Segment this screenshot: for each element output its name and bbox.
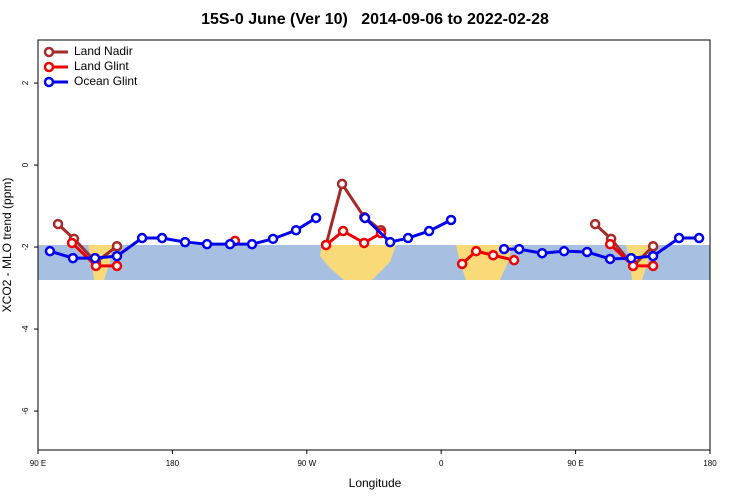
- x-tick-label: 0: [439, 459, 444, 468]
- point: [89, 252, 101, 264]
- point: [536, 247, 548, 259]
- point: [359, 212, 371, 224]
- point: [456, 258, 468, 270]
- point: [67, 252, 79, 264]
- point: [336, 178, 348, 190]
- x-tick-label: 90 W: [297, 459, 316, 468]
- point: [604, 253, 616, 265]
- point: [290, 224, 302, 236]
- point: [487, 250, 499, 261]
- point: [66, 237, 78, 249]
- legend-marker: [43, 76, 55, 88]
- point: [111, 260, 123, 272]
- point: [44, 245, 56, 257]
- x-axis-label: Longitude: [349, 476, 402, 490]
- legend-label: Land Nadir: [74, 44, 133, 58]
- point: [246, 238, 258, 250]
- point: [673, 232, 685, 244]
- point: [111, 240, 123, 252]
- point: [558, 245, 570, 257]
- point: [224, 238, 236, 250]
- point: [604, 238, 616, 250]
- point: [111, 250, 123, 262]
- y-axis-label: XCO2 - MLO trend (ppm): [0, 178, 14, 313]
- map-band: [38, 245, 710, 280]
- point: [581, 246, 593, 258]
- legend-marker: [43, 46, 55, 58]
- point: [320, 239, 332, 251]
- legend-label: Land Glint: [74, 59, 129, 73]
- point: [693, 232, 705, 244]
- point: [267, 233, 279, 245]
- point: [402, 232, 414, 244]
- y-tick-label: -2: [21, 243, 30, 251]
- point: [201, 238, 213, 250]
- point: [498, 243, 510, 255]
- point: [589, 218, 601, 230]
- plot-frame: [37, 39, 711, 451]
- x-tick-label: 180: [703, 459, 717, 468]
- point: [310, 212, 322, 224]
- point: [384, 236, 396, 248]
- land: [320, 245, 396, 280]
- point: [358, 237, 370, 249]
- point: [647, 250, 659, 262]
- point: [136, 232, 148, 244]
- point: [625, 252, 637, 264]
- point: [647, 260, 659, 272]
- y-tick-label: -4: [21, 325, 30, 333]
- y-tick-label: 0: [21, 162, 30, 167]
- legend-label: Ocean Glint: [74, 74, 138, 88]
- point: [470, 245, 482, 257]
- x-tick-label: 90 E: [30, 459, 46, 468]
- point: [156, 232, 168, 244]
- point: [647, 240, 659, 252]
- legend-marker: [43, 61, 55, 73]
- point: [508, 254, 520, 266]
- point: [513, 243, 525, 255]
- x-tick-label: 90 E: [567, 459, 583, 468]
- chart-title: 15S-0 June (Ver 10) 2014-09-06 to 2022-0…: [201, 11, 549, 28]
- point: [423, 225, 435, 237]
- y-tick-label: -6: [21, 407, 30, 415]
- point: [52, 218, 64, 230]
- x-tick-label: 180: [166, 459, 180, 468]
- point: [337, 225, 349, 237]
- y-tick-label: 2: [21, 80, 30, 85]
- point: [445, 214, 457, 226]
- point: [179, 236, 191, 248]
